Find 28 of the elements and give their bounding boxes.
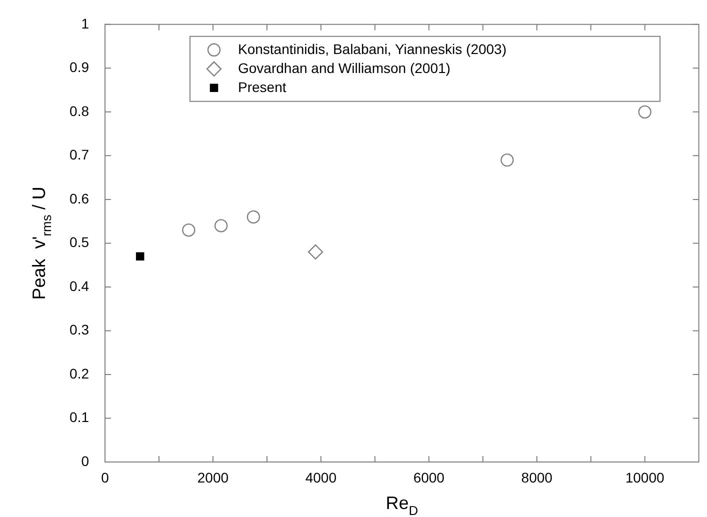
point xyxy=(182,223,196,237)
legend-label: Konstantinidis, Balabani, Yianneskis (2003) xyxy=(238,40,507,57)
y-tick-label: 0.6 xyxy=(70,190,90,206)
point xyxy=(308,244,324,260)
y-tick-label: 0.3 xyxy=(70,322,90,338)
point xyxy=(136,252,144,260)
y-tick-label: 0.4 xyxy=(70,278,90,294)
y-axis-title: Peak v'rms / U xyxy=(28,186,54,300)
point xyxy=(500,153,514,167)
y-tick-label: 0.7 xyxy=(70,146,90,163)
legend-label: Govardhan and Williamson (2001) xyxy=(238,60,450,76)
x-tick-label: 8000 xyxy=(521,469,553,486)
point xyxy=(638,105,652,119)
point xyxy=(246,210,260,224)
x-tick-label: 0 xyxy=(101,469,110,486)
x-tick-label: 6000 xyxy=(413,469,445,486)
y-tick-label: 0.8 xyxy=(70,102,90,119)
y-tick-label: 1 xyxy=(81,15,90,32)
y-tick-label: 0.9 xyxy=(70,59,90,76)
y-tick-label: 0.1 xyxy=(70,409,90,426)
point xyxy=(214,219,228,232)
legend-label: Present xyxy=(238,78,286,95)
y-tick-label: 0.5 xyxy=(70,234,90,250)
x-tick-label: 4000 xyxy=(305,469,337,486)
x-tick-label: 10000 xyxy=(625,469,664,486)
y-tick-label: 0 xyxy=(81,452,90,469)
x-tick-label: 2000 xyxy=(197,469,229,486)
y-tick-label: 0.2 xyxy=(70,365,90,382)
